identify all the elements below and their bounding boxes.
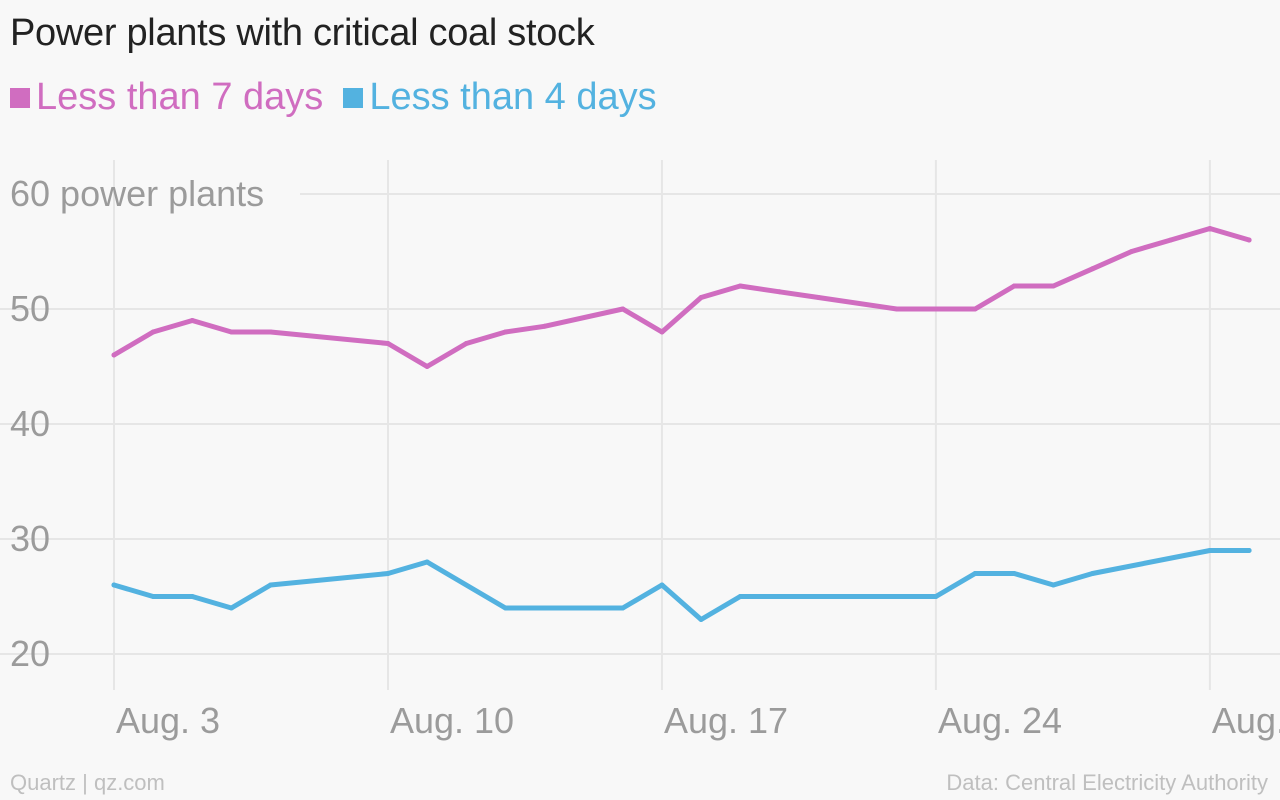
series-line-less-than-4-days: [111, 548, 1252, 622]
legend-swatch-less-than-7-days: [10, 87, 30, 108]
data-point-7d-aug-10: [385, 341, 391, 346]
chart-title: Power plants with critical coal stock: [10, 12, 595, 54]
data-point-4d-aug-18: [698, 617, 704, 622]
data-point-7d-aug-21: [816, 295, 822, 300]
grid-layer: [0, 160, 1280, 690]
data-point-4d-aug-17: [659, 582, 665, 588]
y-tick-label-30: 30: [10, 518, 50, 559]
data-point-4d-aug-20: [776, 594, 782, 599]
data-point-7d-aug-30: [1168, 237, 1174, 243]
data-point-4d-aug-31: [1207, 548, 1213, 553]
x-tick-label-aug-3: Aug. 3: [116, 700, 220, 741]
data-point-4d-aug-3: [111, 582, 117, 588]
data-point-4d-aug-24: [933, 594, 939, 599]
data-point-7d-aug-3: [111, 352, 117, 358]
data-point-7d-aug-11: [424, 364, 430, 369]
data-point-4d-aug-10: [385, 571, 391, 576]
data-point-7d-aug-19: [737, 283, 743, 289]
data-point-4d-aug-27: [1050, 582, 1056, 588]
series-layer: [111, 226, 1252, 622]
data-point-4d-aug-19: [737, 594, 743, 599]
data-point-7d-aug-24: [933, 306, 939, 312]
data-point-4d-aug-7: [268, 582, 274, 588]
data-point-7d-aug-28: [1090, 266, 1095, 272]
data-point-4d-aug-11: [424, 559, 430, 565]
data-point-7d-aug-29: [1129, 249, 1135, 254]
data-point-4d-aug-14: [542, 605, 548, 611]
data-point-7d-aug-4: [150, 329, 156, 335]
data-point-4d-aug-13: [502, 605, 508, 611]
legend: Less than 7 days Less than 4 days: [10, 76, 657, 119]
data-point-4d-aug-28: [1090, 571, 1095, 576]
y-tick-label-40: 40: [10, 403, 50, 444]
source-credit: Quartz | qz.com: [10, 770, 165, 795]
legend-label-less-than-4-days: Less than 4 days: [369, 76, 657, 118]
x-tick-label-aug-31: Aug. 31: [1212, 700, 1280, 741]
x-tick-label-aug-17: Aug. 17: [664, 700, 788, 741]
data-point-7d-aug-18: [698, 295, 704, 300]
x-tick-label-aug-24: Aug. 24: [938, 700, 1062, 741]
x-tick-label-aug-10: Aug. 10: [390, 700, 514, 741]
data-point-7d-aug-20: [776, 289, 782, 295]
data-point-7d-aug-16: [620, 306, 626, 312]
data-point-4d-aug-32: [1246, 548, 1252, 553]
x-axis-labels: Aug. 3 Aug. 10 Aug. 17 Aug. 24 Aug. 31: [116, 700, 1280, 741]
data-point-7d-aug-31: [1207, 226, 1213, 231]
y-tick-label-20: 20: [10, 633, 50, 674]
data-point-4d-aug-4: [150, 594, 156, 599]
data-point-7d-aug-25: [972, 306, 978, 312]
y-tick-label-60: 60 power plants: [10, 173, 264, 214]
data-point-7d-aug-27: [1050, 283, 1056, 289]
data-source: Data: Central Electricity Authority: [946, 770, 1268, 795]
data-point-4d-aug-6: [228, 605, 234, 611]
legend-item-less-than-4-days: Less than 4 days: [343, 76, 657, 119]
data-point-4d-aug-16: [620, 605, 626, 611]
data-point-4d-aug-26: [1011, 571, 1017, 576]
series-line-less-than-7-days: [111, 226, 1252, 369]
legend-swatch-less-than-4-days: [343, 87, 364, 108]
data-point-7d-aug-26: [1011, 283, 1017, 289]
data-point-7d-aug-12: [463, 341, 469, 346]
data-point-4d-aug-25: [972, 571, 978, 576]
data-point-4d-aug-5: [189, 594, 195, 599]
data-point-7d-aug-7: [268, 329, 274, 335]
data-point-7d-aug-32: [1246, 237, 1252, 243]
data-point-7d-aug-23: [894, 306, 900, 312]
y-axis-labels: 20 30 40 50 60 power plants: [10, 173, 264, 674]
data-point-7d-aug-6: [228, 329, 234, 335]
legend-label-less-than-7-days: Less than 7 days: [36, 76, 324, 118]
y-tick-label-50: 50: [10, 288, 50, 329]
data-point-7d-aug-14: [542, 323, 548, 329]
data-point-7d-aug-5: [189, 318, 195, 323]
legend-item-less-than-7-days: Less than 7 days: [10, 76, 323, 119]
data-point-7d-aug-13: [502, 329, 508, 335]
data-point-7d-aug-17: [659, 329, 665, 335]
